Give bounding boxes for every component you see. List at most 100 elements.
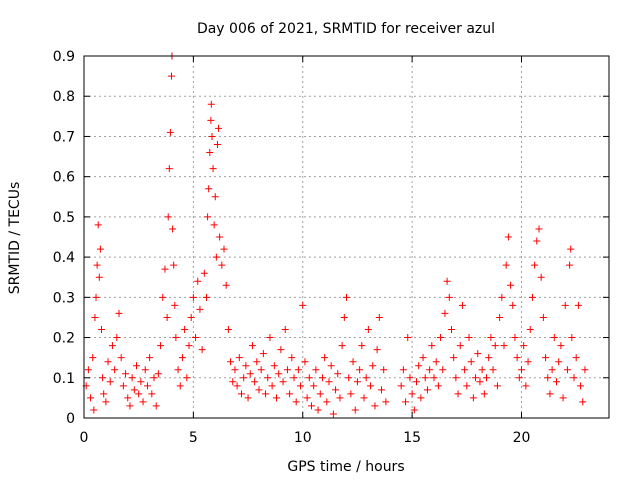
data-point: [454, 390, 462, 398]
data-point: [157, 342, 165, 350]
data-point: [139, 398, 147, 406]
data-point: [204, 213, 212, 221]
data-point: [277, 346, 285, 354]
data-point: [192, 334, 200, 342]
data-point: [203, 293, 210, 301]
data-point: [574, 301, 582, 309]
data-point: [467, 358, 475, 366]
data-point: [349, 358, 357, 366]
data-point: [570, 374, 578, 382]
data-point: [98, 326, 105, 334]
data-point: [318, 374, 326, 382]
data-point: [273, 394, 280, 402]
data-point: [410, 406, 418, 414]
data-point: [493, 382, 501, 390]
data-point: [111, 366, 119, 374]
data-point: [246, 370, 254, 378]
y-tick-label: 0.8: [53, 89, 75, 105]
data-point: [259, 350, 267, 358]
data-point: [345, 374, 353, 382]
data-point: [520, 342, 528, 350]
data-point: [439, 366, 447, 374]
data-point: [270, 362, 278, 370]
data-point: [108, 342, 116, 350]
data-point: [161, 265, 169, 273]
data-point: [334, 370, 342, 378]
x-tick-label: 20: [513, 430, 531, 446]
data-point: [336, 394, 344, 402]
data-point: [84, 366, 92, 374]
data-point: [164, 213, 172, 221]
data-point: [413, 378, 420, 386]
data-point: [251, 378, 259, 386]
data-point: [141, 366, 149, 374]
data-point: [93, 261, 101, 269]
data-point: [229, 378, 237, 386]
data-point: [91, 313, 99, 321]
data-point: [323, 398, 331, 406]
data-point: [498, 293, 506, 301]
data-point: [207, 116, 215, 124]
ticks-layer: [83, 55, 609, 419]
chart-title: Day 006 of 2021, SRMTID for receiver azu…: [197, 21, 495, 37]
data-point: [294, 366, 302, 374]
data-point: [443, 277, 451, 285]
data-point: [308, 402, 315, 410]
data-point: [286, 390, 294, 398]
y-tick-label: 0.6: [53, 170, 75, 186]
data-point: [441, 309, 449, 317]
data-point: [292, 398, 300, 406]
data-point: [115, 309, 123, 317]
data-point: [351, 406, 359, 414]
data-point: [347, 390, 355, 398]
data-point: [327, 362, 335, 370]
data-point: [539, 313, 547, 321]
data-point: [509, 301, 517, 309]
data-point: [428, 342, 436, 350]
data-point: [181, 326, 189, 334]
data-point: [87, 394, 95, 402]
data-point: [458, 301, 466, 309]
data-point: [90, 406, 98, 414]
data-point: [290, 374, 298, 382]
data-point: [563, 366, 571, 374]
data-point: [310, 382, 318, 390]
data-point: [445, 293, 453, 301]
data-point: [408, 390, 416, 398]
data-point: [224, 326, 232, 334]
data-point: [537, 273, 545, 281]
data-point: [218, 261, 226, 269]
data-point: [338, 342, 346, 350]
data-point: [546, 390, 554, 398]
data-points-layer: [82, 52, 589, 418]
data-point: [166, 128, 174, 136]
data-point: [557, 342, 565, 350]
data-point: [122, 370, 130, 378]
data-point: [430, 374, 438, 382]
data-point: [135, 390, 143, 398]
data-point: [196, 305, 204, 313]
data-point: [174, 366, 182, 374]
data-point: [325, 378, 333, 386]
data-point: [189, 293, 197, 301]
data-point: [518, 366, 525, 374]
grid-layer: [84, 56, 609, 418]
data-point: [178, 354, 186, 362]
data-point: [233, 382, 241, 390]
data-point: [452, 374, 460, 382]
data-point: [208, 132, 216, 140]
data-point: [279, 378, 287, 386]
x-axis-label: GPS time / hours: [287, 459, 404, 475]
data-point: [168, 72, 175, 80]
data-point: [297, 382, 305, 390]
data-point: [533, 237, 541, 245]
data-point: [476, 378, 484, 386]
data-point: [423, 386, 431, 394]
data-point: [343, 293, 350, 301]
data-point: [419, 354, 427, 362]
data-point: [375, 313, 383, 321]
data-point: [404, 334, 412, 342]
data-point: [432, 358, 440, 366]
data-point: [402, 398, 410, 406]
data-point: [489, 366, 497, 374]
